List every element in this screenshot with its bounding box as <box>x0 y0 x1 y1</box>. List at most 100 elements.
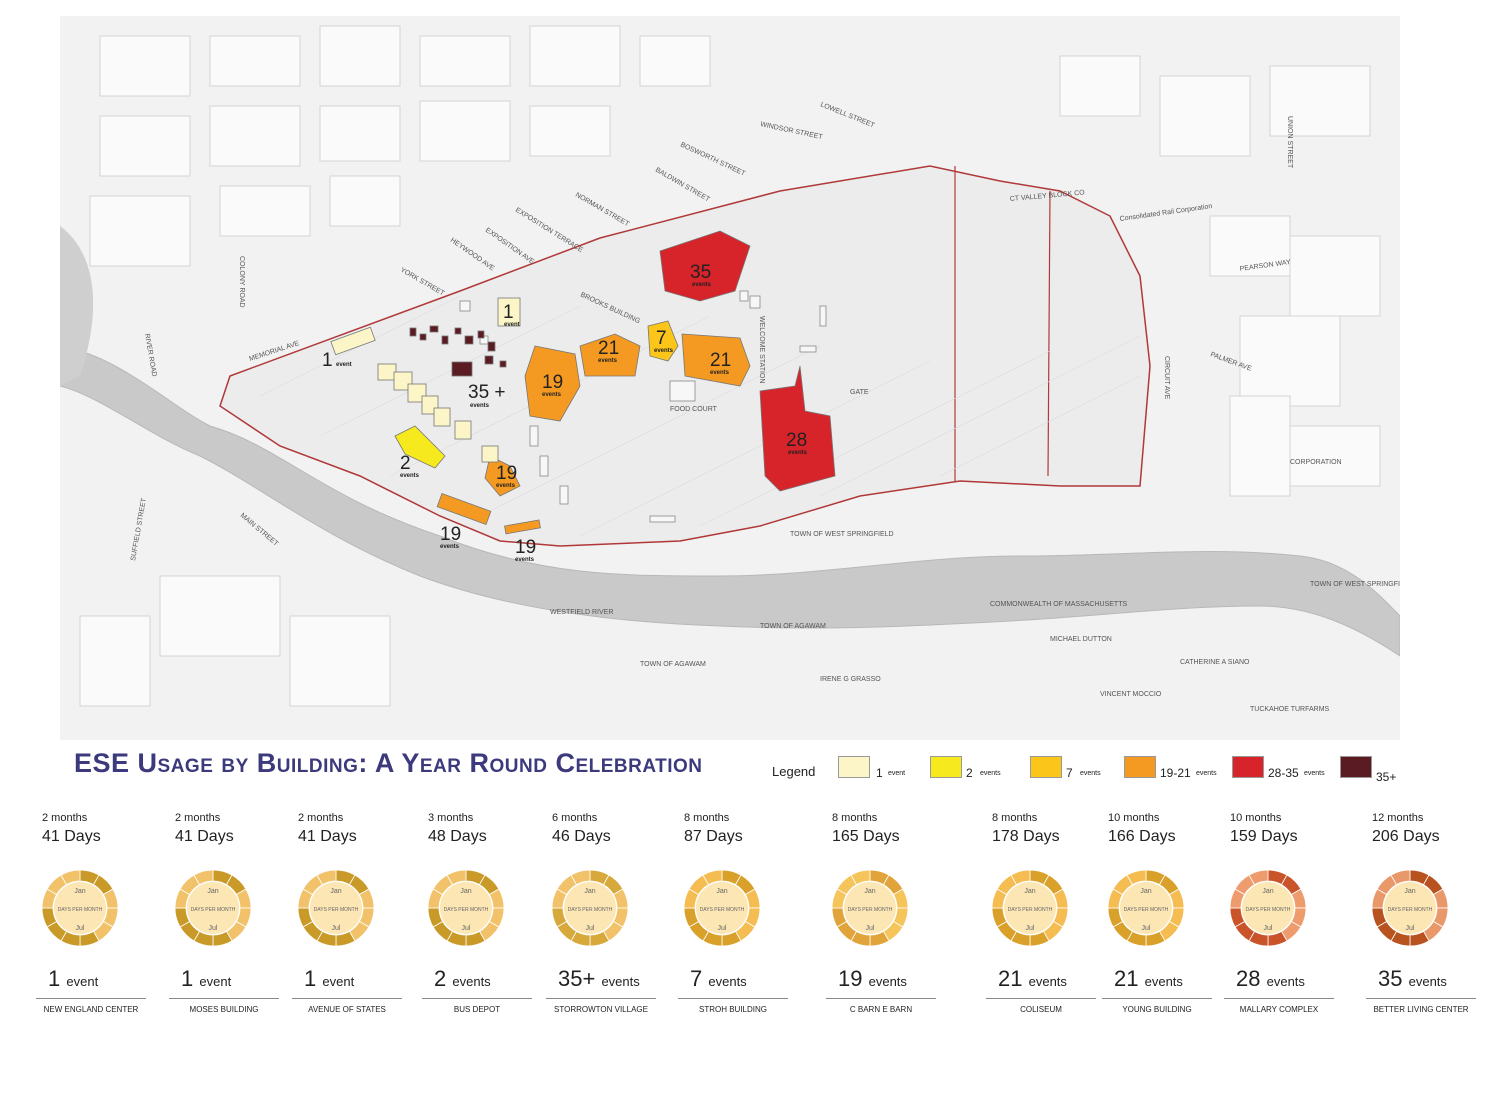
events-word: events <box>1144 974 1183 989</box>
donut-bottom-label: Jul <box>718 925 727 932</box>
events-count: 21 events <box>1114 966 1183 992</box>
events-number: 1 <box>181 966 194 991</box>
month-segment <box>193 869 214 886</box>
days-per-month-donut: Jan DAYS PER MONTH Jul <box>427 869 505 947</box>
building-name: COLISEUM <box>986 998 1096 1015</box>
events-count: 1 event <box>304 966 354 992</box>
map-count-sub: event <box>336 362 352 368</box>
place-label: CORPORATION <box>1290 459 1342 466</box>
boundary-line-east-2 <box>1047 190 1051 477</box>
building-19-cbarn <box>436 493 492 525</box>
map-count-sub: event <box>504 322 520 328</box>
legend-swatch <box>1124 756 1156 778</box>
building-panel: 6 months 46 Days Jan DAYS PER MONTH Jul 35+ e… <box>546 810 672 1030</box>
river-left-bend <box>60 226 94 386</box>
donut-top-label: Jan <box>330 888 341 895</box>
days-label: 46 Days <box>552 828 611 845</box>
place-label: VINCENT MOCCIO <box>1100 691 1162 698</box>
event-buildings <box>330 230 836 535</box>
building-2-bus-depot <box>394 425 446 469</box>
donut-center <box>440 882 492 934</box>
place-label: TUCKAHOE TURFARMS <box>1250 706 1330 713</box>
donut-top-label: Jan <box>74 888 85 895</box>
building-19-stroh <box>484 455 521 497</box>
map-count-num: 21 <box>598 338 619 359</box>
events-word: event <box>199 974 232 989</box>
events-count: 35 events <box>1378 966 1447 992</box>
building-21-east <box>681 333 751 387</box>
map-count-num: 19 <box>515 537 536 558</box>
building-new-england-center <box>497 297 521 327</box>
days-label: 165 Days <box>832 828 900 845</box>
legend-sub: events <box>980 770 1001 777</box>
donut-center <box>1004 882 1056 934</box>
map-count-num: 19 <box>542 372 563 393</box>
events-number: 2 <box>434 966 447 991</box>
map-count-sub: events <box>440 544 460 550</box>
map-count-sub: events <box>542 392 562 398</box>
building-7 <box>647 320 679 362</box>
days-per-month-donut: Jan DAYS PER MONTH Jul <box>1371 869 1449 947</box>
donut-center <box>54 882 106 934</box>
donut-top-label: Jan <box>1140 888 1151 895</box>
month-segment <box>1010 869 1031 886</box>
donut-center <box>844 882 896 934</box>
building-panel: 2 months 41 Days Jan DAYS PER MONTH Jul 1 eve… <box>169 810 295 1030</box>
days-label: 206 Days <box>1372 828 1440 845</box>
month-segment <box>1248 869 1269 886</box>
events-count: 28 events <box>1236 966 1305 992</box>
donut-center-label: DAYS PER MONTH <box>848 907 893 913</box>
street-label: UNION STREET <box>1286 116 1293 169</box>
events-count: 1 event <box>181 966 231 992</box>
events-number: 21 <box>1114 966 1139 991</box>
city-blocks <box>79 25 1381 707</box>
events-word: events <box>1408 974 1447 989</box>
days-per-month-donut: Jan DAYS PER MONTH Jul <box>41 869 119 947</box>
days-label: 41 Days <box>298 828 357 845</box>
events-word: event <box>66 974 99 989</box>
donut-center-label: DAYS PER MONTH <box>314 907 359 913</box>
place-label: WELCOME STATION <box>758 316 765 383</box>
building-name: MALLARY COMPLEX <box>1224 998 1334 1015</box>
month-segment <box>60 869 81 886</box>
donut-center-label: DAYS PER MONTH <box>58 907 103 913</box>
street-label: CIRCUIT AVE <box>1163 356 1170 400</box>
map-count-num: 19 <box>440 524 461 545</box>
place-label: GATE <box>850 389 869 396</box>
map-count-num: 28 <box>786 430 807 451</box>
donut-center-label: DAYS PER MONTH <box>191 907 236 913</box>
month-segment <box>1390 869 1411 886</box>
days-per-month-donut: Jan DAYS PER MONTH Jul <box>683 869 761 947</box>
legend-main: 2 <box>966 766 973 780</box>
building-panel: 10 months 159 Days Jan DAYS PER MONTH Jul 28 … <box>1224 810 1350 1030</box>
events-count: 35+ events <box>558 966 640 992</box>
building-name: NEW ENGLAND CENTER <box>36 998 146 1015</box>
days-label: 48 Days <box>428 828 487 845</box>
days-per-month-donut: Jan DAYS PER MONTH Jul <box>831 869 909 947</box>
legend-main: 7 <box>1066 766 1073 780</box>
donut-top-label: Jan <box>1404 888 1415 895</box>
months-label: 6 months <box>552 812 598 824</box>
donut-center-label: DAYS PER MONTH <box>1246 907 1291 913</box>
days-label: 178 Days <box>992 828 1060 845</box>
events-number: 1 <box>48 966 61 991</box>
days-per-month-donut: Jan DAYS PER MONTH Jul <box>1107 869 1185 947</box>
events-number: 1 <box>304 966 317 991</box>
events-number: 21 <box>998 966 1023 991</box>
place-label: TOWN OF WEST SPRINGFIELD <box>1310 581 1400 588</box>
days-label: 159 Days <box>1230 828 1298 845</box>
map-count-sub: events <box>710 370 730 376</box>
building-panel: 2 months 41 Days Jan DAYS PER MONTH Jul 1 eve… <box>292 810 418 1030</box>
place-label: TOWN OF WEST SPRINGFIELD <box>790 531 894 538</box>
building-panel: 2 months 41 Days Jan DAYS PER MONTH Jul 1 eve… <box>36 810 162 1030</box>
donut-bottom-label: Jul <box>586 925 595 932</box>
map-count-num: 7 <box>656 328 667 349</box>
building-name: STORROWTON VILLAGE <box>546 998 656 1015</box>
building-name: STROH BUILDING <box>678 998 788 1015</box>
months-label: 8 months <box>992 812 1038 824</box>
months-label: 8 months <box>684 812 730 824</box>
events-number: 28 <box>1236 966 1261 991</box>
place-label: COMMONWEALTH OF MASSACHUSETTS <box>990 601 1127 608</box>
building-21-brooks <box>579 333 641 377</box>
events-word: event <box>322 974 355 989</box>
